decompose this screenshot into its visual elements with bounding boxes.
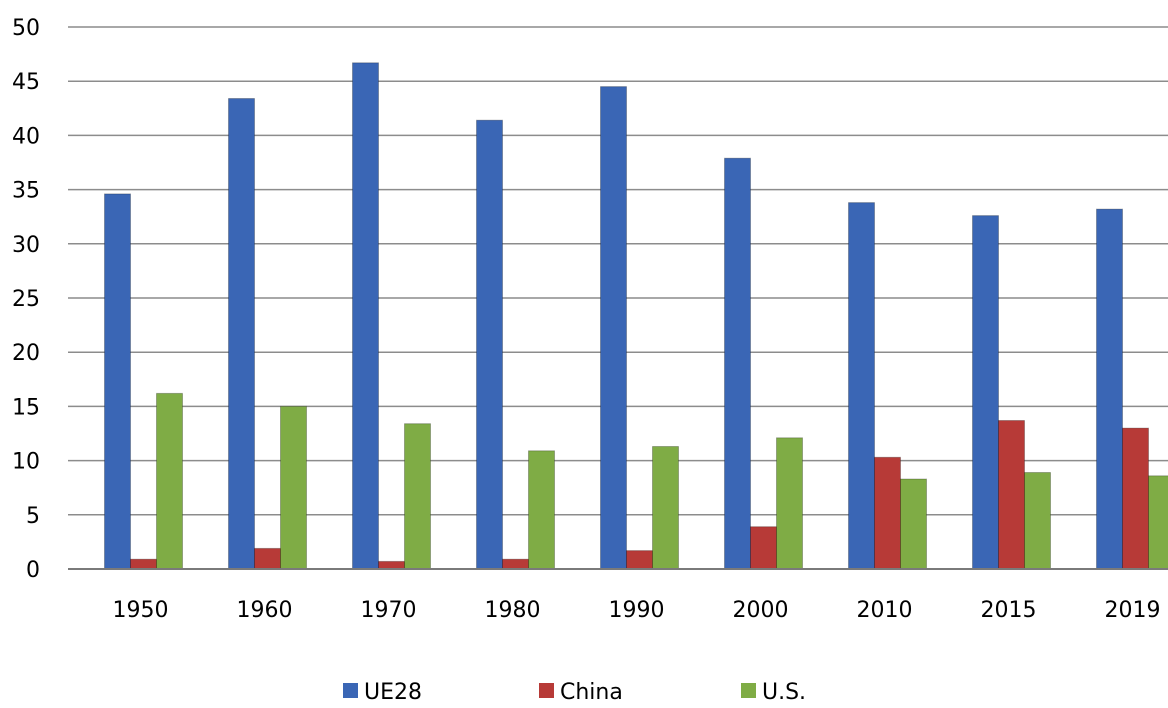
bar-u-s-2015 <box>1025 473 1051 570</box>
bar-china-1970 <box>379 561 405 569</box>
bar-china-1960 <box>255 548 281 569</box>
bar-u-s-2000 <box>777 438 803 569</box>
legend-swatch <box>741 683 756 698</box>
legend-swatch <box>539 683 554 698</box>
y-tick-label: 50 <box>12 16 40 41</box>
bar-u-s-1980 <box>529 451 555 569</box>
bar-ue28-1990 <box>601 87 627 569</box>
bar-ue28-1950 <box>105 194 131 569</box>
y-tick-label: 45 <box>12 70 40 95</box>
x-tick-label: 2000 <box>733 598 789 623</box>
x-tick-label: 1950 <box>113 598 169 623</box>
x-tick-label: 1990 <box>609 598 665 623</box>
bar-china-1990 <box>627 551 653 569</box>
bar-ue28-1970 <box>353 63 379 569</box>
x-axis-ticks: 1950 1960 1970 1980 1990 2000 2010 2015 2019 <box>113 598 1161 623</box>
x-tick-label: 1980 <box>485 598 541 623</box>
x-tick-label: 2019 <box>1105 598 1161 623</box>
x-tick-label: 2010 <box>857 598 913 623</box>
bar-u-s-1970 <box>405 424 431 569</box>
bar-china-1980 <box>503 559 529 569</box>
x-tick-label: 1970 <box>361 598 417 623</box>
legend-label: China <box>560 680 623 704</box>
bar-china-2019 <box>1123 428 1149 569</box>
bar-u-s-1950 <box>157 393 183 569</box>
legend: UE28 China U.S. <box>343 680 806 704</box>
bar-u-s-2010 <box>901 479 927 569</box>
bars <box>105 63 1168 569</box>
y-tick-label: 10 <box>12 450 40 475</box>
y-tick-label: 15 <box>12 395 40 420</box>
x-tick-label: 1960 <box>237 598 293 623</box>
bar-ue28-2000 <box>725 158 751 569</box>
bar-ue28-2019 <box>1097 209 1123 569</box>
bar-ue28-2010 <box>849 203 875 569</box>
y-tick-label: 40 <box>12 124 40 149</box>
y-tick-label: 20 <box>12 341 40 366</box>
y-tick-label: 0 <box>26 558 40 583</box>
bar-china-2000 <box>751 527 777 569</box>
legend-label: U.S. <box>762 680 806 704</box>
y-tick-label: 5 <box>26 504 40 529</box>
bar-ue28-1960 <box>229 99 255 570</box>
bar-ue28-2015 <box>973 216 999 569</box>
y-tick-label: 25 <box>12 287 40 312</box>
y-tick-label: 30 <box>12 233 40 258</box>
legend-label: UE28 <box>364 680 422 704</box>
y-tick-label: 35 <box>12 179 40 204</box>
bar-ue28-1980 <box>477 120 503 569</box>
bar-china-1950 <box>131 559 157 569</box>
legend-swatch <box>343 683 358 698</box>
bar-u-s-1960 <box>281 406 307 569</box>
y-axis-ticks: 0 5 10 15 20 25 30 35 40 45 50 <box>12 16 40 583</box>
bar-china-2010 <box>875 457 901 569</box>
x-tick-label: 2015 <box>981 598 1037 623</box>
bar-u-s-2019 <box>1149 476 1168 569</box>
bar-china-2015 <box>999 421 1025 570</box>
bar-u-s-1990 <box>653 447 679 570</box>
